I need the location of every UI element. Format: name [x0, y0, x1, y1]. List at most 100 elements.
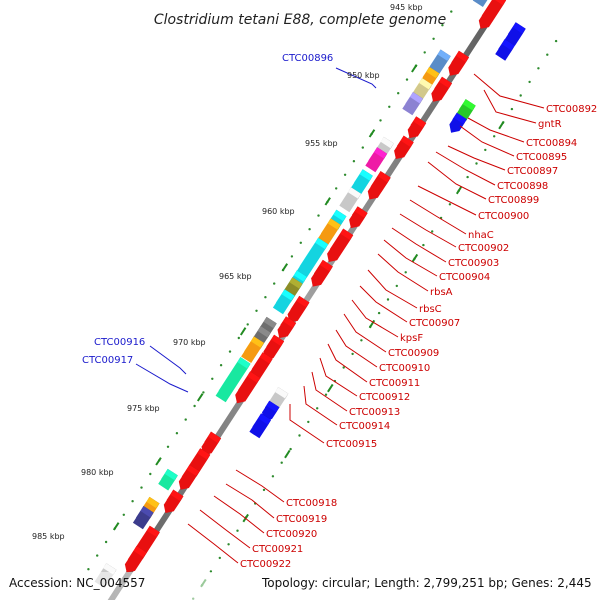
- scale-tick-major: [155, 457, 162, 466]
- gene-label[interactable]: CTC00920: [266, 529, 317, 540]
- scale-tick-dot: [404, 271, 407, 274]
- scale-tick-dot: [510, 107, 514, 111]
- gene-arrow: [287, 300, 307, 323]
- label-leader-line: [199, 509, 251, 549]
- scale-tick-dot: [149, 472, 152, 476]
- gene-arrow: [394, 140, 411, 159]
- gene-arrow: [449, 117, 464, 133]
- scale-label: 970 kbp: [173, 338, 206, 347]
- gene-label[interactable]: CTC00909: [388, 348, 439, 359]
- gene-label[interactable]: CTC00913: [349, 407, 400, 418]
- label-leader-line: [343, 313, 387, 353]
- gene-label[interactable]: CTC00896: [282, 53, 333, 64]
- scale-tick-major: [411, 64, 418, 73]
- scale-tick-dot: [280, 461, 283, 464]
- label-leader-line: [359, 285, 408, 323]
- scale-tick-dot: [475, 162, 478, 165]
- gene-arrow: [132, 511, 151, 530]
- gene-label[interactable]: CTC00919: [276, 514, 327, 525]
- gene-label[interactable]: CTC00902: [458, 243, 509, 254]
- scale-label: 985 kbp: [32, 532, 65, 541]
- label-leader-line: [367, 269, 418, 309]
- gene-label[interactable]: CTC00892: [546, 104, 597, 115]
- scale-tick-dot: [299, 241, 302, 244]
- gene-arrow: [124, 550, 144, 573]
- gene-label[interactable]: CTC00918: [286, 498, 337, 509]
- scale-tick-dot: [379, 119, 382, 122]
- scale-tick-dot: [537, 67, 540, 70]
- gene-label[interactable]: CTC00904: [439, 272, 490, 283]
- gene-label[interactable]: CTC00899: [488, 195, 539, 206]
- gene-arrow: [249, 418, 269, 439]
- scale-tick-dot: [264, 296, 267, 299]
- label-leader-line: [473, 73, 545, 109]
- gene-features: [94, 0, 526, 589]
- scale-tick-dot: [450, 10, 453, 13]
- scale-ticks: [87, 10, 558, 600]
- gene-label[interactable]: CTC00911: [369, 378, 420, 389]
- label-leader-line: [149, 345, 187, 375]
- gene-label[interactable]: CTC00916: [94, 337, 145, 348]
- gene-label[interactable]: CTC00915: [326, 439, 377, 450]
- gene-arrow: [201, 436, 219, 455]
- gene-label[interactable]: CTC00900: [478, 211, 529, 222]
- scale-tick-dot: [386, 298, 390, 301]
- gene-label[interactable]: CTC00910: [379, 363, 430, 374]
- scale-tick-major: [368, 319, 376, 329]
- scale-tick-dot: [166, 445, 170, 448]
- label-leader-line: [417, 185, 477, 216]
- gene-label[interactable]: CTC00912: [359, 392, 410, 403]
- scale-tick-dot: [175, 432, 179, 435]
- scale-tick-major: [411, 253, 419, 263]
- scale-tick-major: [239, 327, 247, 336]
- label-leader-line: [311, 371, 348, 412]
- scale-tick-major: [281, 263, 289, 272]
- gene-arrow: [163, 494, 181, 513]
- gene-label[interactable]: CTC00914: [339, 421, 390, 432]
- scale-label: 980 kbp: [81, 468, 114, 477]
- gene-label[interactable]: kpsF: [400, 333, 423, 344]
- gene-label[interactable]: CTC00907: [409, 318, 460, 329]
- gene-label[interactable]: CTC00894: [526, 138, 577, 149]
- gene-label[interactable]: CTC00895: [516, 152, 567, 163]
- label-leader-line: [447, 145, 506, 171]
- topology-text: Topology: circular; Length: 2,799,251 bp…: [261, 576, 592, 590]
- scale-tick-dot: [271, 475, 275, 478]
- gene-arrow: [235, 376, 258, 404]
- scale-tick-dot: [290, 255, 294, 258]
- scale-tick-dot: [343, 173, 347, 176]
- scale-tick-major: [196, 393, 204, 402]
- scale-tick-dot: [546, 53, 549, 56]
- scale-tick-dot: [493, 135, 496, 138]
- map-title: Clostridium tetani E88, complete genome: [154, 12, 446, 28]
- scale-tick-dot: [193, 404, 196, 408]
- scale-tick-dot: [273, 282, 276, 285]
- gene-arrow: [277, 321, 294, 339]
- gene-label[interactable]: CTC00921: [252, 544, 303, 555]
- label-leader-line: [319, 357, 358, 397]
- gene-label[interactable]: CTC00917: [82, 355, 133, 366]
- gene-arrow: [272, 294, 292, 315]
- gene-label[interactable]: gntR: [538, 119, 562, 130]
- scale-tick-dot: [317, 214, 320, 217]
- gene-label[interactable]: rbsC: [419, 304, 442, 315]
- scale-tick-dot: [246, 323, 249, 326]
- gene-label[interactable]: CTC00898: [497, 181, 548, 192]
- scale-tick-dot: [202, 391, 205, 394]
- gene-arrow: [339, 192, 359, 213]
- scale-label: 950 kbp: [347, 71, 380, 80]
- scale-tick-dot: [342, 366, 345, 369]
- gene-label[interactable]: nhaC: [468, 230, 494, 241]
- scale-tick-dot: [308, 228, 311, 231]
- label-leaders: [135, 67, 545, 564]
- label-leader-line: [225, 483, 275, 519]
- scale-tick-dot: [131, 500, 134, 503]
- gene-label[interactable]: rbsA: [430, 287, 453, 298]
- scale-tick-dot: [360, 339, 363, 342]
- label-leader-line: [427, 161, 487, 200]
- gene-label[interactable]: CTC00903: [448, 258, 499, 269]
- gene-label[interactable]: CTC00922: [240, 559, 291, 570]
- scale-tick-dot: [236, 529, 239, 532]
- scale-tick-dot: [388, 105, 391, 109]
- gene-label[interactable]: CTC00897: [507, 166, 558, 177]
